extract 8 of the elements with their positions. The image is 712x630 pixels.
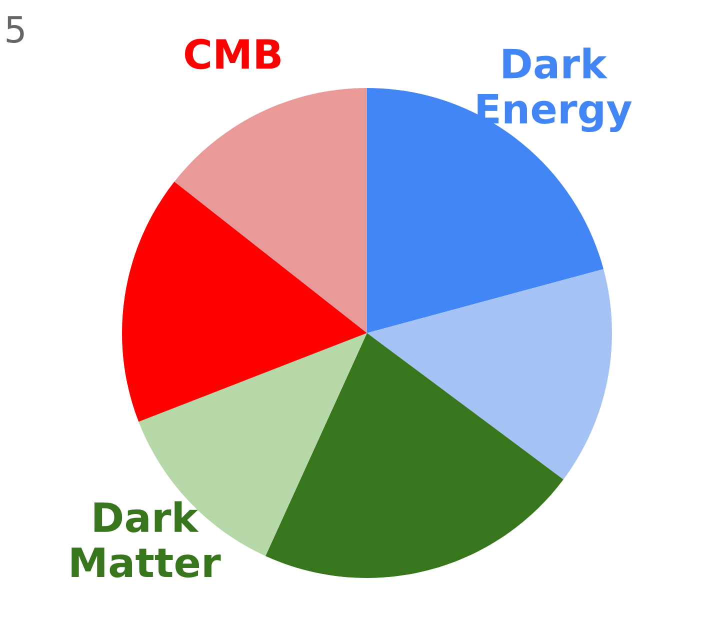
pie-slice: [122, 182, 367, 422]
pie-slice: [174, 88, 367, 333]
slice-label: Dark Energy: [478, 48, 632, 132]
pie-slice: [367, 269, 612, 480]
text: 5: [6, 16, 24, 43]
pie-slice: [265, 333, 564, 578]
slice-label: CMB: [184, 38, 280, 70]
slice-label: Dark Matter: [72, 501, 221, 578]
